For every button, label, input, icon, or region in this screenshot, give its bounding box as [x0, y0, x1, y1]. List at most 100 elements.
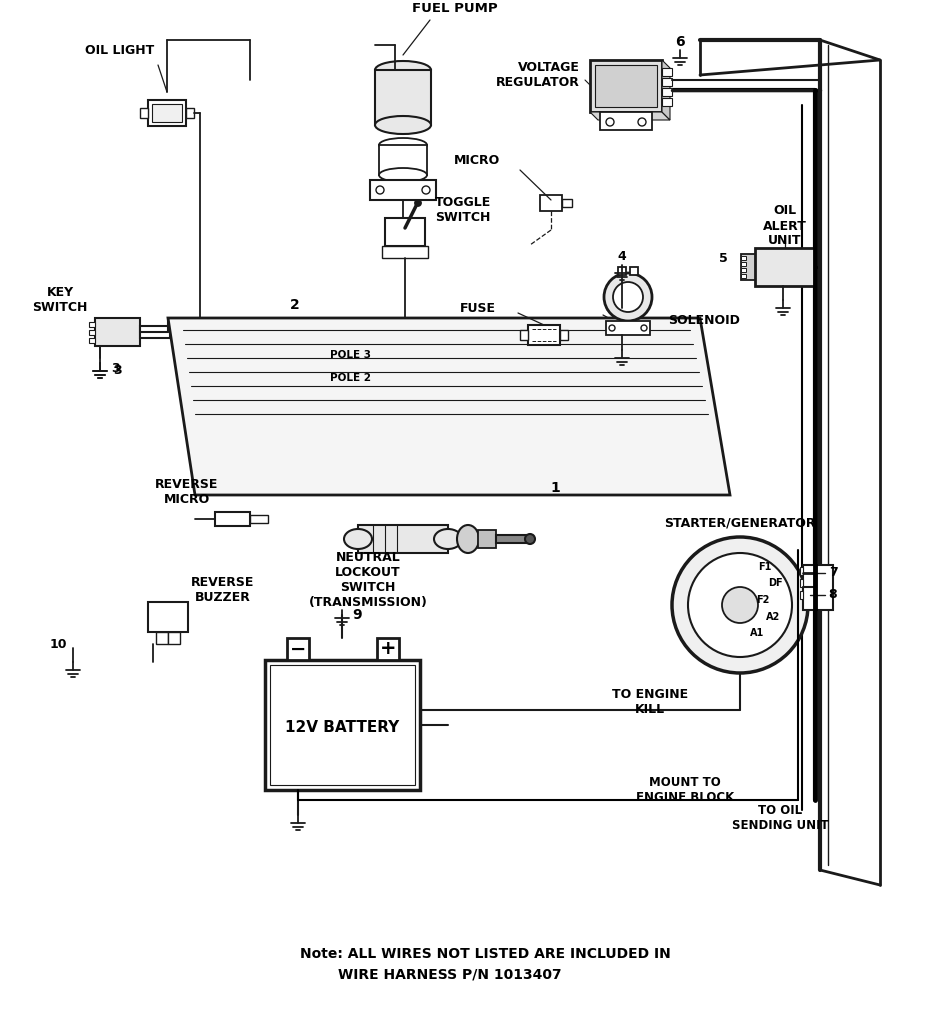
Text: +: +: [380, 640, 396, 658]
Text: TO ENGINE
KILL: TO ENGINE KILL: [612, 688, 688, 716]
Text: OIL LIGHT: OIL LIGHT: [85, 43, 154, 56]
Text: POLE 3: POLE 3: [330, 350, 371, 360]
Ellipse shape: [379, 138, 427, 152]
Bar: [662, 98, 672, 106]
Bar: [156, 632, 168, 644]
Bar: [741, 254, 755, 280]
Bar: [382, 246, 428, 258]
Bar: [630, 267, 638, 275]
Bar: [358, 525, 448, 553]
Text: 10: 10: [50, 639, 66, 651]
Bar: [478, 530, 496, 548]
Ellipse shape: [379, 168, 427, 182]
Circle shape: [722, 587, 758, 623]
Bar: [270, 665, 415, 785]
Polygon shape: [590, 112, 670, 120]
Text: 9: 9: [352, 608, 362, 622]
Text: TO OIL
SENDING UNIT: TO OIL SENDING UNIT: [732, 804, 828, 831]
Bar: [89, 322, 95, 327]
Text: NEUTRAL
LOCKOUT
SWITCH
(TRANSMISSION): NEUTRAL LOCKOUT SWITCH (TRANSMISSION): [309, 551, 428, 609]
Text: OIL
ALERT
UNIT: OIL ALERT UNIT: [763, 205, 807, 248]
Bar: [148, 100, 186, 126]
Text: WIRE HARNESS P/N 1013407: WIRE HARNESS P/N 1013407: [338, 968, 562, 982]
Bar: [375, 70, 431, 125]
Bar: [741, 268, 746, 272]
Bar: [662, 78, 672, 86]
Bar: [379, 145, 427, 175]
Text: Note: ALL WIRES NOT LISTED ARE INCLUDED IN: Note: ALL WIRES NOT LISTED ARE INCLUDED …: [300, 947, 671, 961]
Bar: [800, 591, 803, 599]
Ellipse shape: [375, 116, 431, 134]
Text: FUEL PUMP: FUEL PUMP: [412, 1, 498, 14]
Bar: [560, 330, 568, 340]
Bar: [215, 512, 250, 526]
Text: MOUNT TO
ENGINE BLOCK: MOUNT TO ENGINE BLOCK: [636, 776, 734, 804]
Text: REVERSE
BUZZER: REVERSE BUZZER: [191, 575, 255, 604]
Bar: [168, 632, 180, 644]
Bar: [741, 274, 746, 278]
Circle shape: [641, 325, 647, 331]
Bar: [741, 256, 746, 260]
Text: 12V BATTERY: 12V BATTERY: [285, 721, 399, 735]
Bar: [287, 638, 309, 660]
Text: 1: 1: [550, 481, 560, 495]
Text: SOLENOID: SOLENOID: [668, 313, 739, 327]
Bar: [562, 199, 572, 207]
Bar: [385, 218, 425, 246]
Bar: [250, 515, 268, 523]
Text: F1: F1: [758, 562, 771, 572]
Text: VOLTAGE
REGULATOR: VOLTAGE REGULATOR: [496, 61, 580, 89]
Text: 6: 6: [675, 35, 685, 49]
Circle shape: [606, 118, 614, 126]
Text: 7: 7: [828, 566, 838, 580]
Ellipse shape: [375, 61, 431, 79]
Bar: [186, 108, 194, 118]
Text: 8: 8: [828, 589, 838, 601]
Bar: [265, 660, 420, 790]
Bar: [606, 321, 650, 335]
Circle shape: [422, 186, 430, 194]
Circle shape: [415, 200, 421, 206]
Text: POLE 2: POLE 2: [330, 373, 371, 383]
Circle shape: [688, 553, 792, 657]
Bar: [170, 328, 190, 336]
Ellipse shape: [344, 529, 372, 549]
Bar: [140, 326, 170, 338]
Bar: [590, 60, 662, 112]
Bar: [595, 65, 657, 106]
Text: −: −: [290, 640, 306, 658]
Polygon shape: [168, 318, 730, 495]
Bar: [741, 262, 746, 266]
Bar: [377, 638, 399, 660]
Text: REVERSE
MICRO: REVERSE MICRO: [155, 478, 219, 506]
Circle shape: [190, 327, 200, 337]
Bar: [152, 104, 182, 122]
Bar: [89, 330, 95, 335]
Text: 5: 5: [719, 252, 727, 264]
Circle shape: [613, 282, 643, 312]
Text: TOGGLE
SWITCH: TOGGLE SWITCH: [435, 196, 491, 224]
Text: F2: F2: [756, 595, 769, 605]
Text: 2: 2: [290, 298, 300, 312]
Bar: [95, 318, 140, 346]
Bar: [800, 567, 803, 575]
Bar: [755, 248, 815, 286]
Bar: [618, 267, 626, 275]
Circle shape: [638, 118, 646, 126]
Text: MICRO: MICRO: [454, 154, 500, 167]
Bar: [370, 180, 436, 200]
Bar: [89, 338, 95, 343]
Text: DF: DF: [768, 578, 782, 588]
Text: 3: 3: [110, 361, 119, 375]
Text: A1: A1: [750, 628, 764, 638]
Bar: [600, 112, 652, 130]
Circle shape: [609, 325, 615, 331]
Polygon shape: [662, 60, 670, 120]
Circle shape: [525, 534, 535, 544]
Circle shape: [604, 273, 652, 321]
Text: KEY
SWITCH: KEY SWITCH: [33, 286, 88, 314]
Bar: [148, 602, 188, 632]
Bar: [520, 330, 528, 340]
Text: 3: 3: [112, 364, 122, 377]
Text: STARTER/GENERATOR: STARTER/GENERATOR: [665, 516, 816, 529]
